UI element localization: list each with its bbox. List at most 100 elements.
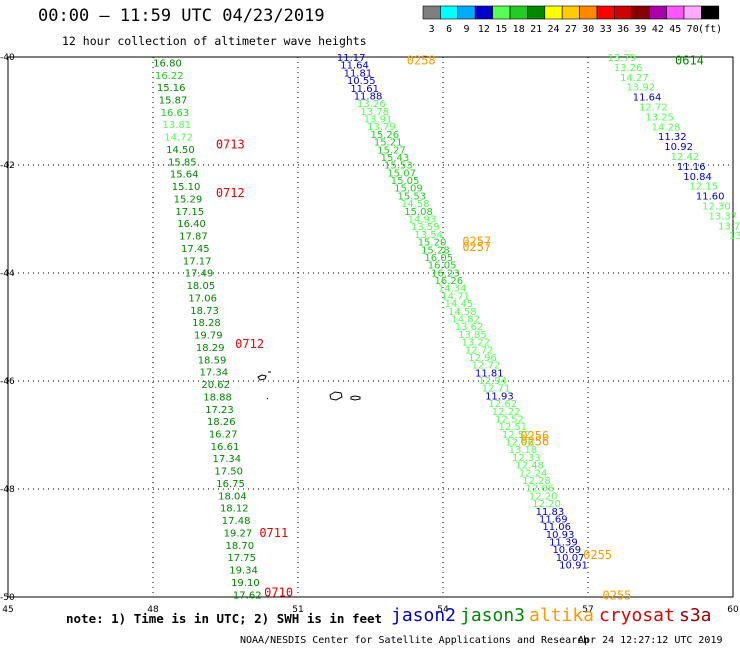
wave-height-value: 13.25 xyxy=(645,112,674,123)
wave-height-value: 11.06 xyxy=(542,522,571,533)
wave-height-value: 16.63 xyxy=(161,108,190,119)
wave-height-value: 11.17 xyxy=(337,53,366,64)
wave-height-value: 12.62 xyxy=(488,399,517,410)
wave-height-value: 12.30 xyxy=(702,202,731,213)
wave-height-value: 11.61 xyxy=(350,84,379,95)
scale-label-11: 36 xyxy=(617,24,629,35)
wave-height-value: 11.83 xyxy=(536,507,565,518)
wave-height-value: 18.59 xyxy=(198,355,227,366)
wave-height-value: 18.88 xyxy=(203,392,232,403)
wave-height-value: 14.34 xyxy=(438,284,467,295)
wave-height-value: 10.91 xyxy=(559,561,588,572)
scale-label-3: 12 xyxy=(478,24,490,35)
wave-height-value: 17.48 xyxy=(222,516,251,527)
scale-label-14: 45 xyxy=(669,24,681,35)
y-tick-label: -42 xyxy=(0,161,15,171)
scale-label-4: 15 xyxy=(495,24,507,35)
wave-height-value: 17.62 xyxy=(233,590,262,601)
wave-height-value: 13.92 xyxy=(626,83,655,94)
wave-height-value: 12.24 xyxy=(519,468,548,479)
scale-label-12: 39 xyxy=(634,24,646,35)
track-jason3-altika-track: 11.1711.6411.8110.5511.6111.8813.2613.78… xyxy=(337,53,632,602)
wave-height-value: 10.69 xyxy=(552,545,581,556)
y-tick-label: -50 xyxy=(0,593,15,603)
legend-cryosat: cryosat xyxy=(599,605,675,626)
wave-height-value: 14.45 xyxy=(445,299,474,310)
y-tick-label: -40 xyxy=(0,53,15,63)
pass-time-label: 0255 xyxy=(583,548,612,562)
chart-title: 00:00 – 11:59 UTC 04/23/2019 xyxy=(38,6,325,26)
wave-height-value: 14.93 xyxy=(408,215,437,226)
wave-height-value: 18.04 xyxy=(218,491,247,502)
wave-height-value: 15.20 xyxy=(418,238,447,249)
x-tick-label: 45 xyxy=(2,605,13,612)
wave-height-value: 13.62 xyxy=(455,322,484,333)
wave-height-value: 17.49 xyxy=(185,269,214,280)
wave-height-value: 12.15 xyxy=(690,182,719,193)
wave-height-value: 16.23 xyxy=(431,268,460,279)
wave-height-value: 17.34 xyxy=(213,454,242,465)
wave-height-value: 17.15 xyxy=(175,207,204,218)
wave-height-value: 14.58 xyxy=(401,199,430,210)
wave-height-value: 13.85 xyxy=(458,330,487,341)
wave-height-value: 15.08 xyxy=(404,207,433,218)
wave-height-value: 13.78 xyxy=(360,107,389,118)
wave-height-value: 15.16 xyxy=(157,83,186,94)
pass-time-label: 0258 xyxy=(407,54,436,68)
wave-height-value: 11.32 xyxy=(658,132,687,143)
wave-height-value: 17.17 xyxy=(183,256,212,267)
wave-height-value: 17.50 xyxy=(214,467,243,478)
pass-time-label: 0710 xyxy=(264,586,293,600)
pass-time-label: 0257 xyxy=(462,240,491,254)
wave-height-value: 18.70 xyxy=(226,541,255,552)
wave-height-value: 14.72 xyxy=(164,133,193,144)
track-jason3-east-track: 13.7913.2614.2713.9211.6412.7213.2514.28… xyxy=(608,53,740,242)
wave-height-value: 16.27 xyxy=(209,429,238,440)
wave-height-value: 13.22 xyxy=(461,338,490,349)
pass-time-label: 0712 xyxy=(235,337,264,351)
wave-height-value: 17.45 xyxy=(181,244,210,255)
wave-height-value: 10.84 xyxy=(683,172,712,183)
wave-height-value: 15.53 xyxy=(397,191,426,202)
scale-label-5: 18 xyxy=(513,24,525,35)
wave-height-value: 13.7 xyxy=(718,221,740,232)
wave-height-value: 15.05 xyxy=(391,176,420,187)
wave-height-value: 12.22 xyxy=(492,407,521,418)
legend-s3a: s3a xyxy=(679,605,712,626)
wave-height-value: 18.29 xyxy=(196,343,225,354)
plot-frame xyxy=(7,56,734,598)
chart-subtitle: 12 hour collection of altimeter wave hei… xyxy=(62,34,367,48)
scale-label-0: 3 xyxy=(429,24,435,35)
wave-height-value: 12.28 xyxy=(522,476,551,487)
y-tick-label: -46 xyxy=(0,377,15,387)
scale-label-7: 24 xyxy=(547,24,559,35)
wave-height-value: 14.27 xyxy=(620,73,649,84)
island-icon xyxy=(257,374,267,381)
scale-swatch-16 xyxy=(701,5,720,20)
pass-time-label: 0713 xyxy=(216,137,245,151)
wave-height-value: 15.87 xyxy=(159,96,188,107)
wave-height-value: 17.75 xyxy=(227,553,256,564)
legend-jason3: jason3 xyxy=(460,605,526,626)
scale-label-15: 70 xyxy=(687,24,699,35)
grid xyxy=(8,57,733,597)
wave-height-value: 11.81 xyxy=(344,68,373,79)
wave-height-value: 18.05 xyxy=(187,281,216,292)
legend-jason2: jason2 xyxy=(391,605,457,626)
wave-height-value: 10.92 xyxy=(664,142,693,153)
wave-height-value: 16.05 xyxy=(424,253,453,264)
wave-height-value: 11.88 xyxy=(354,91,383,102)
wave-height-value: 14.28 xyxy=(652,122,681,133)
wave-height-value: 19.79 xyxy=(194,331,223,342)
x-tick-label: 57 xyxy=(582,605,593,612)
wave-height-value: 19.10 xyxy=(231,578,260,589)
wave-height-value: 12.42 xyxy=(671,152,700,163)
wave-height-value: 16.05 xyxy=(428,261,457,272)
wave-height-value: 11.93 xyxy=(485,391,514,402)
wave-height-value: 17.23 xyxy=(205,405,234,416)
wave-height-value: 13.79 xyxy=(367,122,396,133)
x-tick-label: 54 xyxy=(437,605,449,612)
wave-height-value: 18.73 xyxy=(190,306,219,317)
wave-height-value: 20.62 xyxy=(201,380,230,391)
